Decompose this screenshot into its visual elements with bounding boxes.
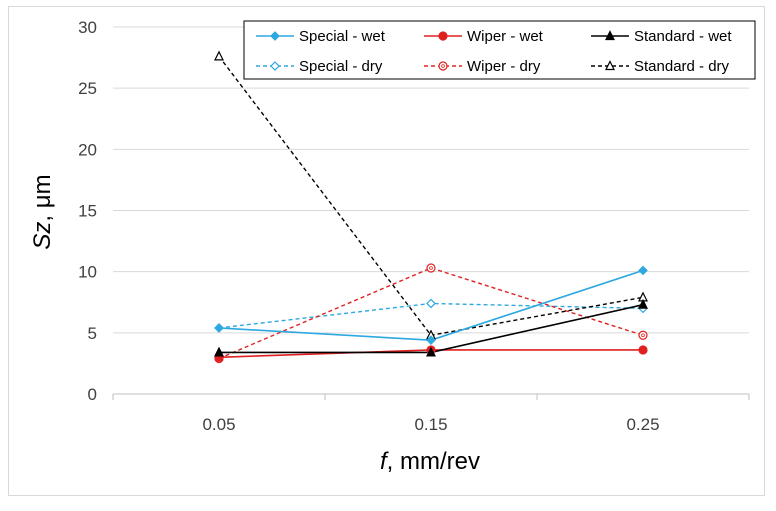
axes (112, 393, 750, 400)
legend-marker (270, 61, 280, 71)
legend-box (243, 20, 756, 80)
legend-marker (270, 31, 280, 41)
legend-label: Special - dry (299, 58, 383, 75)
x-tick-label: 0.25 (626, 415, 659, 434)
data-point-inner (641, 333, 645, 338)
data-point (426, 346, 436, 357)
data-point (638, 265, 648, 276)
data-point (214, 323, 224, 333)
data-point-inner (429, 266, 433, 270)
legend: Special - wet Wiper - wet Standard - wet Sp… (243, 20, 756, 80)
y-tick-label: 15 (78, 202, 97, 221)
y-tick-labels: 0 5 10 15 20 25 30 (78, 18, 97, 404)
y-tick-label: 25 (78, 79, 97, 98)
data-point (214, 346, 224, 357)
legend-marker (605, 30, 615, 41)
data-point (214, 50, 224, 61)
y-tick-label: 10 (78, 263, 97, 282)
legend-label: Special - wet (299, 28, 386, 45)
series-line (218, 267, 644, 360)
data-point (426, 335, 436, 346)
series-line (219, 303, 644, 354)
legend-label: Wiper - wet (467, 28, 544, 45)
y-tick-label: 20 (78, 140, 97, 159)
series-markers (214, 50, 648, 364)
legend-label: Standard - dry (634, 58, 730, 75)
legend-marker (438, 31, 448, 41)
x-tick-label: 0.15 (414, 415, 447, 434)
data-point (638, 345, 648, 355)
x-axis-title: f, mm/rev (380, 448, 480, 475)
y-tick-label: 5 (88, 324, 97, 343)
series-line (218, 55, 644, 337)
legend-marker (438, 61, 448, 71)
data-point (638, 330, 648, 340)
x-tick-labels: 0.05 0.15 0.25 (202, 415, 659, 434)
legend-label: Wiper - dry (467, 58, 541, 75)
data-point (426, 298, 436, 309)
x-tick-label: 0.05 (202, 415, 235, 434)
data-point (426, 263, 436, 273)
y-tick-label: 30 (78, 18, 97, 37)
data-point (638, 298, 648, 309)
y-tick-label: 0 (88, 385, 97, 404)
y-axis-title: Sz, μm (29, 174, 56, 249)
chart-frame (8, 6, 765, 496)
legend-marker (605, 60, 615, 71)
legend-label: Standard - wet (634, 28, 732, 45)
series-lines (218, 55, 644, 360)
legend-marker-inner (441, 64, 445, 68)
